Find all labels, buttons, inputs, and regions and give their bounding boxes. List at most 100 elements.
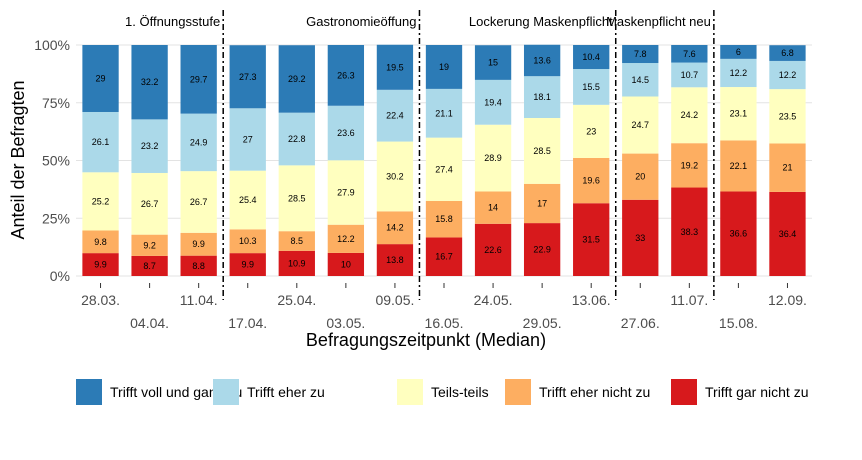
x-tick-label: 27.06. (621, 315, 660, 331)
x-tick-label: 29.05. (523, 315, 562, 331)
data-label: 29.2 (288, 74, 306, 84)
data-label: 7.8 (634, 49, 647, 59)
bar-segment (425, 200, 463, 238)
bar-segment (474, 45, 512, 80)
bar-segment (278, 250, 315, 276)
legend-label: Teils-teils (431, 384, 489, 400)
data-label: 9.9 (94, 260, 107, 270)
x-axis-title: Befragungszeitpunkt (Median) (306, 330, 546, 350)
data-label: 19.2 (681, 160, 699, 170)
data-label: 26.1 (92, 137, 110, 147)
bar-segment (180, 45, 217, 114)
legend-label: Trifft eher nicht zu (539, 384, 650, 400)
bar-segment (229, 229, 266, 254)
x-axis: 28.03. 04.04. 11.04. 17.04. 25.04. 03.05. 09.0… (81, 283, 807, 331)
bar-segment (671, 62, 708, 88)
bar-segment (573, 45, 610, 70)
data-label: 8.5 (291, 236, 304, 246)
x-tick-label: 09.05. (375, 292, 414, 308)
bar-segment (229, 253, 266, 276)
data-label: 19.6 (582, 176, 600, 186)
data-label: 22.6 (484, 245, 502, 255)
bar-segment (278, 165, 315, 232)
data-label: 8.7 (143, 261, 156, 271)
data-label: 22.9 (533, 245, 551, 255)
x-tick-label: 12.09. (768, 292, 807, 308)
data-label: 14 (488, 203, 498, 213)
bar-segment (327, 160, 365, 225)
x-tick-label: 25.04. (277, 292, 316, 308)
bar-segment (425, 88, 463, 138)
bar-segment (82, 172, 119, 231)
data-label: 28.9 (484, 153, 502, 163)
bar-segment (327, 105, 365, 161)
data-label: 10.7 (681, 70, 699, 80)
data-label: 22.1 (730, 161, 748, 171)
x-tick-label: 17.04. (228, 315, 267, 331)
x-tick-label: 13.06. (572, 292, 611, 308)
bar-segment (131, 234, 168, 256)
bar-segment (131, 172, 168, 235)
x-tick-label: 03.05. (326, 315, 365, 331)
data-label: 18.1 (533, 92, 551, 102)
data-label: 13.6 (533, 55, 551, 65)
data-label: 32.2 (141, 77, 159, 87)
data-label: 27.9 (337, 187, 355, 197)
data-label: 19.5 (386, 62, 404, 72)
bar-segment (769, 89, 806, 144)
data-label: 6 (736, 47, 741, 57)
bar-segment (720, 191, 757, 276)
data-label: 22.4 (386, 111, 404, 121)
x-tick-label: 16.05. (425, 315, 464, 331)
event-markers: 1. Öffnungsstufe Gastronomieöffung Lockeru… (125, 10, 715, 300)
event-label: Lockerung Maskenpflicht (469, 14, 613, 29)
bar-segment (720, 58, 757, 88)
data-label: 9.9 (241, 260, 254, 270)
data-label: 10.3 (239, 236, 257, 246)
bar-segment (622, 153, 659, 200)
data-label: 25.2 (92, 196, 110, 206)
data-label: 22.8 (288, 134, 306, 144)
bars: 9.9 9.8 25.2 26.1 29 8.7 9.2 26.7 23.2 32.2 8.8 9.9… (82, 44, 806, 276)
data-label: 9.9 (192, 239, 205, 249)
data-label: 23.5 (779, 111, 797, 121)
data-label: 6.8 (781, 48, 794, 58)
bar-segment (523, 117, 561, 184)
data-label: 19.4 (484, 97, 502, 107)
data-label: 31.5 (582, 235, 600, 245)
legend-label: Trifft gar nicht zu (705, 384, 808, 400)
x-tick-label: 24.05. (474, 292, 513, 308)
bar-segment (376, 141, 414, 212)
bar-segment (327, 224, 365, 253)
data-label: 14.2 (386, 223, 404, 233)
data-label: 8.8 (192, 261, 205, 271)
data-label: 27.3 (239, 72, 257, 82)
bar-segment (82, 230, 119, 254)
bar-segment (523, 183, 561, 224)
data-label: 27 (243, 134, 253, 144)
data-label: 20 (635, 172, 645, 182)
data-label: 13.8 (386, 255, 404, 265)
data-label: 28.5 (533, 146, 551, 156)
data-label: 12.2 (779, 70, 797, 80)
bar-segment (720, 140, 757, 192)
bar-segment (769, 45, 806, 61)
legend-label: Trifft voll und ganz zu (110, 384, 242, 400)
data-label: 21.1 (435, 108, 453, 118)
bar-segment (376, 244, 414, 276)
x-tick-label: 11.04. (180, 292, 218, 308)
bar-segment (82, 45, 119, 112)
legend-swatch (397, 379, 423, 405)
data-label: 26.7 (141, 199, 159, 209)
data-label: 38.3 (681, 227, 699, 237)
data-label: 28.5 (288, 193, 306, 203)
bar-segment (720, 87, 757, 141)
bar-segment (523, 223, 561, 276)
data-label: 17 (537, 198, 547, 208)
data-label: 24.7 (632, 120, 650, 130)
bar-segment (327, 252, 365, 276)
bar-segment (622, 199, 659, 276)
x-tick-label: 04.04. (130, 315, 169, 331)
y-tick-label: 100% (34, 37, 70, 53)
bar-segment (573, 157, 610, 204)
